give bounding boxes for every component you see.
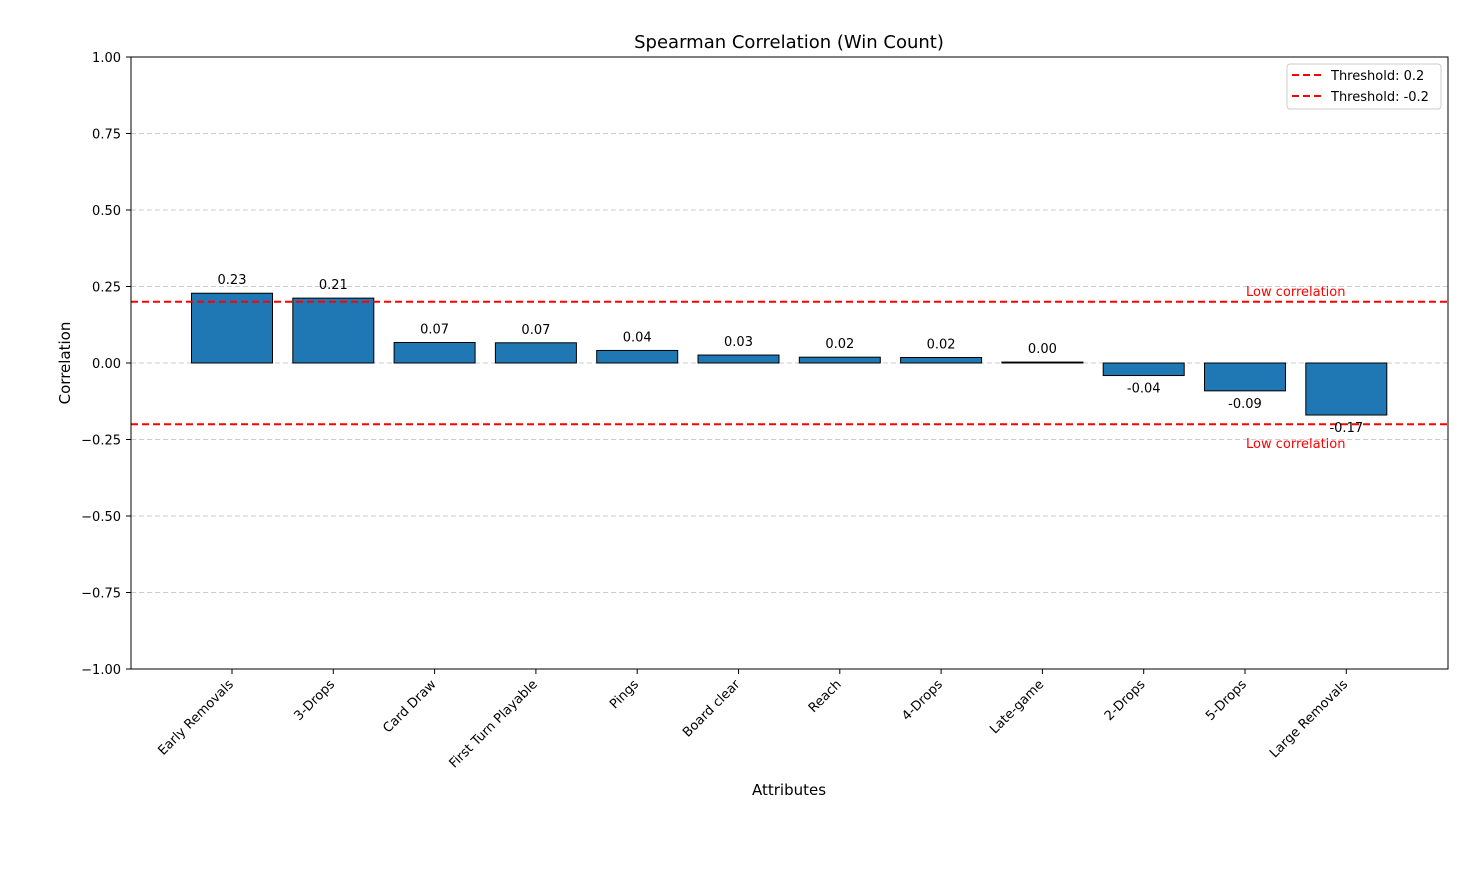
bar <box>1102 362 1185 377</box>
threshold-annotation: Low correlation <box>1246 285 1346 300</box>
bar-value-label: 0.21 <box>319 278 348 293</box>
y-tick-label: 0.25 <box>92 281 121 296</box>
bar-value-label: 0.07 <box>521 323 550 338</box>
x-axis-label: Attributes <box>752 781 826 799</box>
bar-value-label: 0.02 <box>927 337 956 352</box>
bar-value-label: -0.17 <box>1329 421 1363 436</box>
bar-value-label: 0.07 <box>420 322 449 337</box>
bar <box>697 354 780 364</box>
bar <box>494 342 577 364</box>
legend-label-lower-threshold: Threshold: -0.2 <box>1330 90 1429 105</box>
y-tick-label: 1.00 <box>92 51 121 66</box>
bar <box>1305 362 1388 416</box>
y-tick-label: 0.75 <box>92 128 121 143</box>
bar-value-label: 0.03 <box>724 335 753 350</box>
y-tick-label: 0.00 <box>92 357 121 372</box>
chart-title: Spearman Correlation (Win Count) <box>634 32 944 53</box>
y-tick-label: −1.00 <box>81 663 121 678</box>
legend-box <box>1286 63 1442 110</box>
bar-value-label: -0.04 <box>1127 382 1161 397</box>
bar-value-label: 0.23 <box>218 273 247 288</box>
y-axis-label: Correlation <box>56 322 74 405</box>
y-axis: 1.00 0.75 0.50 0.25 0.00 −0.25 −0.50 −0.75 −1.00 <box>81 51 131 678</box>
legend-label-upper-threshold: Threshold: 0.2 <box>1330 69 1424 84</box>
legend: Threshold: 0.2 Threshold: -0.2 <box>1286 63 1442 110</box>
bar <box>191 292 273 364</box>
bar-value-label: 0.04 <box>623 330 652 345</box>
bar <box>1001 361 1084 364</box>
threshold-annotations: Low correlation Low correlation <box>1246 285 1346 452</box>
bar <box>292 297 375 364</box>
y-tick-label: −0.50 <box>81 510 121 525</box>
y-tick-label: −0.75 <box>81 587 121 602</box>
bar-value-label: 0.00 <box>1028 342 1057 357</box>
value-labels: 0.23 0.21 0.07 0.07 0.04 0.03 0.02 0.02 0.00 -0.0… <box>218 273 1364 436</box>
bar <box>1204 362 1286 392</box>
bar-value-label: -0.09 <box>1228 397 1262 412</box>
bars <box>191 292 1388 416</box>
bar-value-label: 0.02 <box>825 337 854 352</box>
y-tick-label: 0.50 <box>92 204 121 219</box>
bar <box>393 341 476 364</box>
threshold-annotation: Low correlation <box>1246 437 1346 452</box>
y-tick-label: −0.25 <box>81 434 121 449</box>
bar <box>596 349 679 364</box>
bar <box>798 356 881 364</box>
bar <box>900 356 983 364</box>
